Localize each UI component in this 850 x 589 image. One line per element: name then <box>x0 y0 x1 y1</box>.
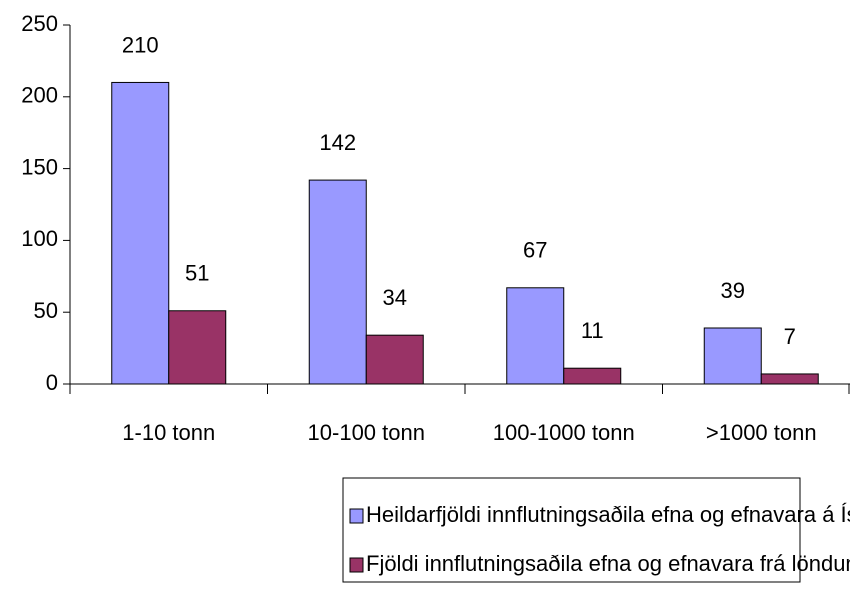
y-tick-label: 150 <box>21 154 58 179</box>
x-tick-label: 10-100 tonn <box>308 420 425 445</box>
bar <box>760 373 819 385</box>
value-label: 34 <box>383 285 407 310</box>
value-label: 51 <box>185 261 209 286</box>
legend-label: Heildarfjöldi innflutningsaðila efna og … <box>366 502 850 527</box>
y-tick-label: 0 <box>46 370 58 395</box>
bar <box>703 327 762 385</box>
y-tick-label: 200 <box>21 83 58 108</box>
x-tick-label: 100-1000 tonn <box>493 420 635 445</box>
y-tick-label: 50 <box>34 298 58 323</box>
value-label: 39 <box>721 278 745 303</box>
y-tick-label: 100 <box>21 226 58 251</box>
bar <box>365 334 424 385</box>
bar <box>506 287 565 385</box>
value-label: 7 <box>784 324 796 349</box>
bar <box>308 179 367 385</box>
value-label: 210 <box>122 32 159 57</box>
y-tick-label: 250 <box>21 11 58 36</box>
legend-swatch <box>349 508 364 524</box>
bar <box>563 367 622 385</box>
bar <box>168 310 227 385</box>
value-label: 142 <box>319 130 356 155</box>
legend-box <box>342 477 801 583</box>
legend-swatch <box>349 557 364 573</box>
value-label: 67 <box>523 238 547 263</box>
value-label: 11 <box>581 318 604 343</box>
legend-label: Fjöldi innflutningsaðila efna og efnavar… <box>366 551 850 576</box>
bar <box>111 81 170 385</box>
x-tick-label: >1000 tonn <box>706 420 817 445</box>
x-tick-label: 1-10 tonn <box>122 420 215 445</box>
